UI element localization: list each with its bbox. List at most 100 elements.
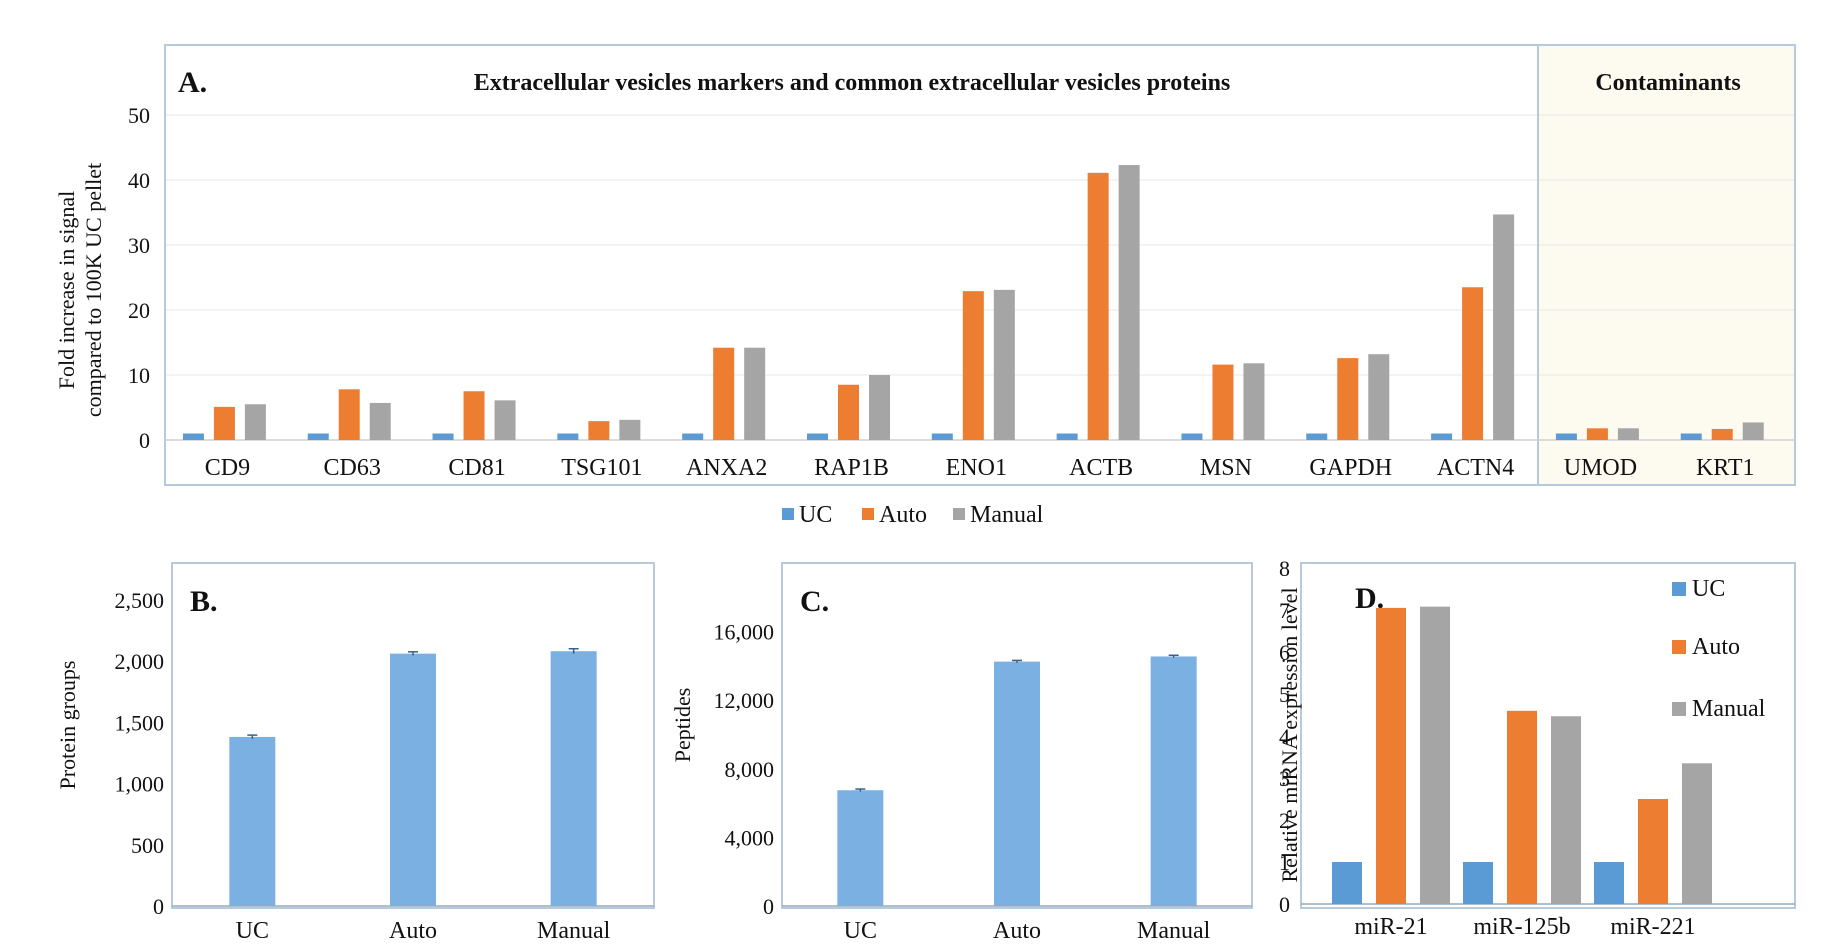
bar-a-actb-auto xyxy=(1087,172,1109,440)
panel-c-label: C. xyxy=(800,585,829,618)
x-tick-a-gapdh: GAPDH xyxy=(1309,455,1392,481)
panel-a-frame xyxy=(164,44,1796,486)
panel-d-frame xyxy=(1300,562,1796,909)
legend-a-swatch-uc xyxy=(782,508,794,520)
bar-d-mir-221-auto xyxy=(1638,799,1668,904)
bar-a-rap1b-uc xyxy=(807,433,828,440)
x-tick-a-actn4: ACTN4 xyxy=(1437,455,1514,481)
x-tick-c-uc: UC xyxy=(844,918,877,944)
panel-b-label: B. xyxy=(190,585,218,618)
legend-d-label-manual: Manual xyxy=(1692,696,1766,722)
x-tick-b-uc: UC xyxy=(236,918,269,944)
bar-a-tsg101-auto xyxy=(588,421,610,440)
x-tick-a-cd9: CD9 xyxy=(205,455,250,481)
legend-d-swatch-manual xyxy=(1672,702,1686,716)
bar-a-actn4-auto xyxy=(1462,287,1484,440)
y-tick-c-16000: 16,000 xyxy=(714,620,775,645)
bar-a-gapdh-auto xyxy=(1337,358,1359,440)
y-tick-a-0: 0 xyxy=(139,428,150,453)
bar-a-msn-uc xyxy=(1181,433,1203,440)
y-axis-label-a: Fold increase in signalcompared to 100K … xyxy=(54,163,106,417)
y-tick-b-500: 500 xyxy=(131,833,164,858)
legend-a-swatch-manual xyxy=(953,508,965,520)
x-tick-a-tsg101: TSG101 xyxy=(561,455,642,481)
x-tick-d-mir-125b: miR-125b xyxy=(1473,914,1570,940)
y-tick-d-6: 6 xyxy=(1279,640,1290,665)
bar-a-eno1-auto xyxy=(962,291,984,440)
y-tick-d-0: 0 xyxy=(1279,892,1290,917)
y-axis-label-d: Relative miRNA expression level xyxy=(1277,587,1302,882)
bar-a-rap1b-manual xyxy=(869,375,890,440)
bar-a-tsg101-manual xyxy=(619,419,641,440)
panel-b-frame xyxy=(171,562,655,909)
y-axis-label-a-line2: compared to 100K UC pellet xyxy=(81,163,106,417)
y-tick-a-30: 30 xyxy=(128,233,150,258)
bar-b-manual xyxy=(550,651,597,906)
bar-d-mir-21-uc xyxy=(1332,862,1362,904)
bar-a-umod-uc xyxy=(1555,433,1577,440)
y-axis-label-a-line1: Fold increase in signal xyxy=(54,191,79,390)
panel-a-chart: 0 10 20 30 40 50 A. Extracellular vesicles mark… xyxy=(54,44,1796,486)
panel-b-chart: B. 0 500 1,000 1,500 2,000 2,500 Protein groups… xyxy=(55,562,655,944)
y-tick-c-8000: 8,000 xyxy=(725,757,775,782)
y-tick-a-20: 20 xyxy=(128,298,150,323)
y-axis-label-b: Protein groups xyxy=(55,661,80,790)
y-tick-b-2500: 2,500 xyxy=(115,588,165,613)
legend-a-label-auto: Auto xyxy=(879,502,927,528)
bar-d-mir-125b-manual xyxy=(1551,716,1581,904)
bar-d-mir-125b-uc xyxy=(1463,862,1493,904)
bar-d-mir-221-uc xyxy=(1594,862,1624,904)
bar-a-cd81-auto xyxy=(463,391,485,440)
markers-section-title: Extracellular vesicles markers and commo… xyxy=(474,70,1231,96)
legend-d-label-auto: Auto xyxy=(1692,634,1740,660)
bar-c-auto xyxy=(994,661,1040,906)
x-tick-c-auto: Auto xyxy=(993,918,1041,944)
bar-a-umod-manual xyxy=(1617,428,1639,440)
bar-a-cd81-manual xyxy=(494,400,516,440)
contaminants-background xyxy=(1538,45,1795,485)
bar-a-actb-uc xyxy=(1056,433,1078,440)
bar-a-msn-auto xyxy=(1212,364,1234,440)
bar-d-mir-21-auto xyxy=(1376,607,1406,904)
bar-a-eno1-manual xyxy=(993,289,1015,440)
x-tick-a-umod: UMOD xyxy=(1564,455,1637,481)
x-tick-d-mir-21: miR-21 xyxy=(1354,914,1427,940)
y-tick-d-3: 3 xyxy=(1279,766,1290,791)
bar-a-krt1-manual xyxy=(1742,422,1764,440)
bar-a-actn4-uc xyxy=(1431,433,1453,440)
x-tick-b-auto: Auto xyxy=(389,918,437,944)
contaminants-section-title: Contaminants xyxy=(1595,70,1740,96)
x-tick-a-actb: ACTB xyxy=(1069,455,1133,481)
bar-d-mir-21-manual xyxy=(1420,606,1450,904)
bar-a-cd9-auto xyxy=(213,406,235,440)
x-tick-a-anxa2: ANXA2 xyxy=(686,455,767,481)
y-tick-c-12000: 12,000 xyxy=(714,688,775,713)
legend-a-label-manual: Manual xyxy=(970,502,1044,528)
legend-a-label-uc: UC xyxy=(799,502,832,528)
bar-a-anxa2-auto xyxy=(713,347,735,440)
y-tick-d-5: 5 xyxy=(1279,682,1290,707)
bar-a-cd63-auto xyxy=(338,389,360,440)
panel-c-chart: C. 0 4,000 8,000 12,000 16,000 Peptides UC Auto M… xyxy=(670,562,1253,944)
y-tick-b-0: 0 xyxy=(153,894,164,919)
x-tick-d-mir-221: miR-221 xyxy=(1610,914,1695,940)
bar-d-mir-125b-auto xyxy=(1507,710,1537,904)
panel-c-frame xyxy=(781,562,1253,909)
bar-a-eno1-uc xyxy=(931,433,953,440)
bar-a-cd63-manual xyxy=(369,402,391,440)
bar-c-manual xyxy=(1150,656,1197,906)
y-tick-c-0: 0 xyxy=(763,894,774,919)
bar-a-anxa2-manual xyxy=(744,347,766,440)
bar-a-cd9-uc xyxy=(182,433,204,440)
x-tick-a-krt1: KRT1 xyxy=(1696,455,1755,481)
bar-a-cd9-manual xyxy=(244,404,266,440)
panel-a-label: A. xyxy=(178,66,207,99)
bar-a-actb-manual xyxy=(1118,165,1140,441)
y-tick-b-1000: 1,000 xyxy=(115,772,165,797)
bar-b-uc xyxy=(229,736,276,906)
bar-a-umod-auto xyxy=(1586,428,1608,440)
x-tick-c-manual: Manual xyxy=(1137,918,1211,944)
y-tick-c-4000: 4,000 xyxy=(725,825,775,850)
